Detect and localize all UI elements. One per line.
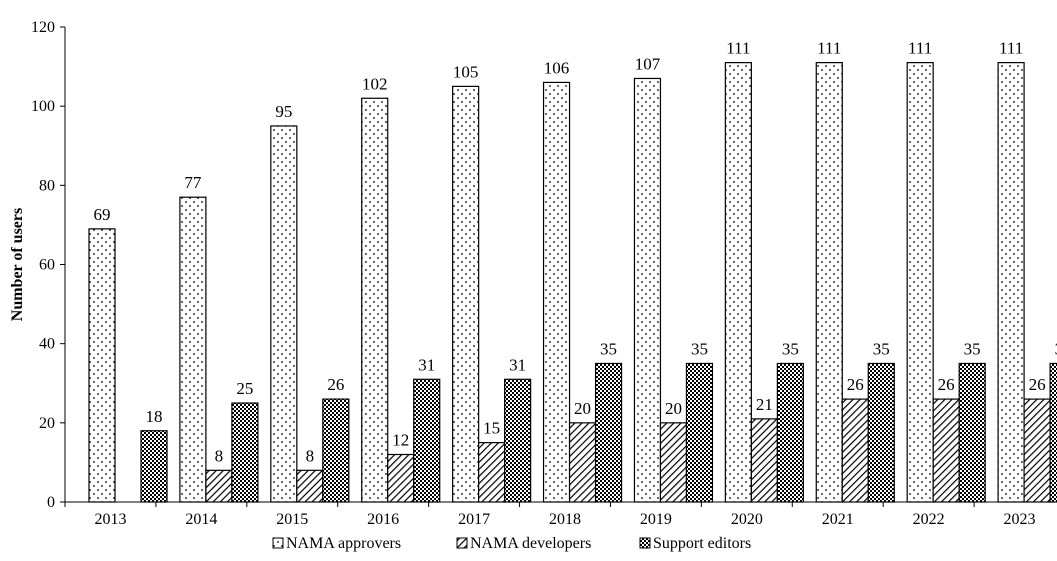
bar-nama-developers-2019 <box>659 422 688 503</box>
data-label-nama-developers-2015: 8 <box>306 446 315 465</box>
bar-nama-approvers-2017 <box>452 85 480 503</box>
data-label-nama-developers-2014: 8 <box>215 446 224 465</box>
legend-swatch-support-editors <box>639 537 651 549</box>
bar-nama-approvers-2016 <box>361 97 389 503</box>
legend-label-nama-approvers: NAMA approvers <box>286 535 401 552</box>
data-label-nama-developers-2016: 12 <box>392 431 409 450</box>
data-label-support-editors-2015: 26 <box>327 375 344 394</box>
data-label-nama-approvers-2018: 106 <box>544 58 570 77</box>
data-label-support-editors-2014: 25 <box>236 379 253 398</box>
data-label-nama-approvers-2017: 105 <box>453 62 479 81</box>
legend-item-support-editors: Support editors <box>639 535 751 552</box>
bar-nama-developers-2021 <box>841 398 869 503</box>
y-tick-label: 80 <box>39 177 55 194</box>
data-label-support-editors-2019: 35 <box>691 339 708 358</box>
legend-label-support-editors: Support editors <box>653 535 751 552</box>
data-label-nama-developers-2019: 20 <box>665 399 682 418</box>
bar-support-editors-2015 <box>322 398 350 503</box>
data-labels: 69 77 95 102 105 106 107 111 111 111 111 8 8 12 15 20 20… <box>94 39 1057 466</box>
data-label-nama-approvers-2015: 95 <box>275 102 292 121</box>
data-label-nama-approvers-2019: 107 <box>635 54 661 73</box>
x-tick-label-2013: 2013 <box>94 511 126 528</box>
bar-nama-developers-2018 <box>568 422 597 503</box>
y-tick-label: 20 <box>39 415 55 432</box>
bar-nama-developers-2017 <box>478 442 506 503</box>
legend-item-nama-developers: NAMA developers <box>456 535 591 552</box>
bar-nama-approvers-2015 <box>270 125 298 503</box>
legend-swatch-nama-developers <box>456 537 468 549</box>
x-tick-label-2018: 2018 <box>549 511 581 528</box>
data-label-nama-approvers-2014: 77 <box>184 173 202 192</box>
bar-nama-developers-2015 <box>296 469 324 503</box>
data-label-nama-approvers-2013: 69 <box>94 205 111 224</box>
bar-nama-approvers-2018 <box>542 81 571 503</box>
data-label-nama-developers-2020: 21 <box>756 395 773 414</box>
data-label-support-editors-2017: 31 <box>509 355 526 374</box>
x-tick-label-2020: 2020 <box>731 511 763 528</box>
data-label-nama-approvers-2021: 111 <box>817 39 841 58</box>
bar-nama-approvers-2021 <box>815 62 843 503</box>
x-tick-label-2016: 2016 <box>367 511 399 528</box>
data-label-nama-approvers-2020: 111 <box>726 39 750 58</box>
bar-nama-developers-2014 <box>205 469 233 503</box>
bar-nama-developers-2016 <box>387 453 415 503</box>
x-tick-label-2021: 2021 <box>822 511 854 528</box>
x-tick-label-2019: 2019 <box>640 511 672 528</box>
x-tick-label-2017: 2017 <box>458 511 490 528</box>
y-axis-title: Number of users <box>9 208 26 321</box>
bar-nama-developers-2020 <box>750 418 778 503</box>
x-tick-label-2022: 2022 <box>913 511 945 528</box>
data-label-nama-developers-2023: 26 <box>1029 375 1046 394</box>
y-tick-label: 60 <box>39 257 55 274</box>
legend-swatch-nama-approvers <box>272 537 284 549</box>
bar-nama-developers-2022 <box>932 398 960 503</box>
data-label-support-editors-2022: 35 <box>964 339 981 358</box>
bar-support-editors-2013 <box>140 430 168 503</box>
bar-support-editors-2018 <box>594 362 623 503</box>
data-label-nama-developers-2022: 26 <box>938 375 955 394</box>
bar-support-editors-2017 <box>504 378 532 503</box>
bar-support-editors-2022 <box>958 362 986 503</box>
data-label-nama-approvers-2022: 111 <box>908 39 932 58</box>
bar-nama-approvers-2022 <box>906 62 934 503</box>
bar-nama-approvers-2023 <box>997 62 1025 503</box>
bar-nama-approvers-2014 <box>179 196 207 503</box>
data-label-support-editors-2023: 35 <box>1055 339 1057 358</box>
legend-label-nama-developers: NAMA developers <box>470 535 591 552</box>
data-label-support-editors-2020: 35 <box>782 339 799 358</box>
data-label-support-editors-2018: 35 <box>600 339 617 358</box>
data-label-nama-developers-2017: 15 <box>483 419 500 438</box>
axes: 0 20 40 60 80 100 120 Number of users 2013 2014 20… <box>9 19 1057 528</box>
bar-support-editors-2021 <box>867 362 895 503</box>
y-tick-label: 40 <box>39 336 55 353</box>
y-tick-label: 100 <box>31 98 55 115</box>
legend-item-nama-approvers: NAMA approvers <box>272 535 401 552</box>
data-label-nama-developers-2021: 26 <box>847 375 864 394</box>
y-tick-label: 120 <box>31 19 55 36</box>
data-label-support-editors-2016: 31 <box>418 355 435 374</box>
bar-support-editors-2023 <box>1049 362 1057 503</box>
bar-support-editors-2016 <box>413 378 441 503</box>
bar-nama-developers-2023 <box>1023 398 1051 503</box>
legend: NAMA approvers NAMA developers Support edi… <box>272 535 751 552</box>
data-label-nama-approvers-2023: 111 <box>999 39 1023 58</box>
data-label-nama-developers-2018: 20 <box>574 399 591 418</box>
y-tick-label: 0 <box>47 494 55 511</box>
data-label-support-editors-2021: 35 <box>873 339 890 358</box>
data-label-support-editors-2013: 18 <box>146 407 163 426</box>
bar-nama-approvers-2019 <box>633 77 662 503</box>
bar-nama-approvers-2020 <box>724 62 752 503</box>
bar-support-editors-2020 <box>776 362 804 503</box>
x-tick-label-2023: 2023 <box>1004 511 1036 528</box>
bar-support-editors-2019 <box>685 362 714 503</box>
bars <box>88 62 1057 503</box>
data-label-nama-approvers-2016: 102 <box>362 74 388 93</box>
bar-support-editors-2014 <box>231 402 259 503</box>
bar-nama-approvers-2013 <box>88 228 116 503</box>
x-tick-label-2015: 2015 <box>276 511 308 528</box>
x-tick-label-2014: 2014 <box>185 511 217 528</box>
